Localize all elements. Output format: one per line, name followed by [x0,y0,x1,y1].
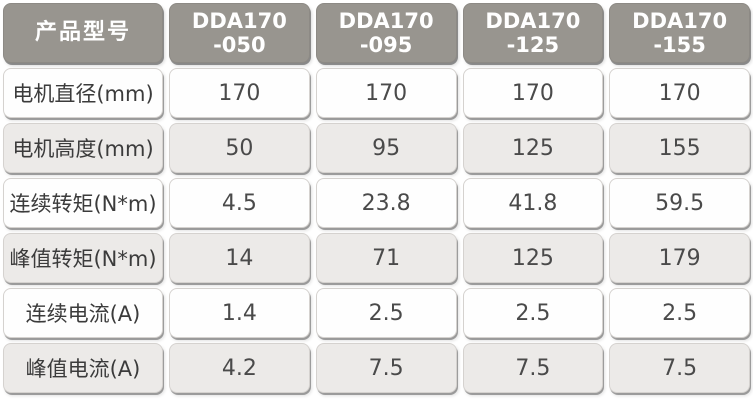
row-label-continuous-current: 连续电流(A) [3,288,163,338]
header-cell-product-model: 产品型号 [3,3,163,63]
value-cell: 7.5 [462,343,604,393]
row-label-motor-diameter: 电机直径(mm) [3,68,163,118]
value-cell: 95 [315,123,457,173]
value-cell: 170 [169,68,310,118]
value-cell: 23.8 [315,178,457,228]
value-cell: 59.5 [609,178,750,228]
value-cell: 170 [609,68,750,118]
value-cell: 125 [462,233,604,283]
value-cell: 125 [462,123,604,173]
value-cell: 71 [315,233,457,283]
header-cell-model-125: DDA170 -125 [462,3,604,63]
value-cell: 7.5 [315,343,457,393]
value-cell: 155 [609,123,750,173]
value-cell: 170 [462,68,604,118]
value-cell: 1.4 [169,288,310,338]
header-cell-model-155: DDA170 -155 [609,3,750,63]
row-label-motor-height: 电机高度(mm) [3,123,163,173]
value-cell: 170 [315,68,457,118]
value-cell: 179 [609,233,750,283]
header-cell-model-050: DDA170 -050 [169,3,310,63]
row-label-peak-torque: 峰值转矩(N*m) [3,233,163,283]
row-label-peak-current: 峰值电流(A) [3,343,163,393]
value-cell: 2.5 [315,288,457,338]
header-cell-model-095: DDA170 -095 [315,3,457,63]
value-cell: 4.5 [169,178,310,228]
value-cell: 7.5 [609,343,750,393]
value-cell: 2.5 [609,288,750,338]
value-cell: 14 [169,233,310,283]
value-cell: 50 [169,123,310,173]
value-cell: 41.8 [462,178,604,228]
value-cell: 2.5 [462,288,604,338]
value-cell: 4.2 [169,343,310,393]
row-label-continuous-torque: 连续转矩(N*m) [3,178,163,228]
